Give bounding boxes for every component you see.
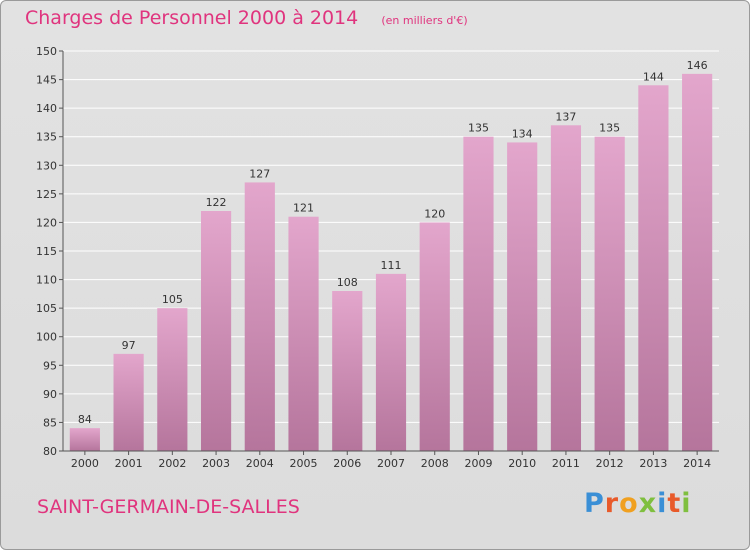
- data-label: 144: [643, 70, 664, 83]
- x-tick-label: 2010: [508, 457, 536, 470]
- x-tick-label: 2002: [158, 457, 186, 470]
- y-tick-label: 105: [36, 302, 57, 315]
- label-layer: 84 97 105 122 127 121 108 111 120 135 134 137 135 144…: [78, 59, 708, 426]
- data-label: 146: [687, 59, 708, 72]
- logo-letter: i: [681, 488, 692, 519]
- bar: [332, 291, 363, 451]
- bar: [375, 273, 407, 451]
- y-tick-label: 85: [43, 416, 57, 429]
- chart-title: Charges de Personnel 2000 à 2014: [25, 7, 359, 29]
- data-label: 111: [381, 259, 402, 272]
- bar: [463, 136, 494, 451]
- data-label: 121: [293, 202, 314, 215]
- x-tick-label: 2005: [290, 457, 318, 470]
- bar: [507, 142, 538, 451]
- x-tick-label: 2011: [552, 457, 580, 470]
- bar: [113, 353, 144, 451]
- x-tick-label: 2014: [683, 457, 711, 470]
- y-tick-label: 135: [36, 131, 57, 144]
- y-tick-label: 140: [36, 102, 57, 115]
- data-label: 97: [122, 339, 136, 352]
- bar-layer: [69, 73, 713, 452]
- y-tick-label: 150: [36, 45, 57, 58]
- y-tick-label: 125: [36, 188, 57, 201]
- bar: [638, 85, 669, 452]
- x-tick-label: 2008: [421, 457, 449, 470]
- bar: [200, 211, 232, 451]
- data-label: 120: [424, 207, 445, 220]
- bar: [244, 182, 275, 451]
- data-label: 135: [468, 122, 489, 135]
- x-tick-label: 2001: [115, 457, 143, 470]
- commune-name: SAINT-GERMAIN-DE-SALLES: [37, 496, 300, 518]
- bar: [550, 125, 582, 452]
- title-row: Charges de Personnel 2000 à 2014 (en mil…: [25, 7, 468, 29]
- proxiti-logo[interactable]: Proxiti: [584, 488, 692, 519]
- x-tick-label: 2004: [246, 457, 274, 470]
- data-label: 135: [599, 122, 620, 135]
- y-tick-label: 95: [43, 359, 57, 372]
- data-label: 84: [78, 413, 92, 426]
- bar: [419, 222, 450, 451]
- data-label: 105: [162, 293, 183, 306]
- logo-letter: x: [638, 488, 658, 519]
- axis-layer: 80 85 90 95 100 105 110 115 120 125 130 135 140 145 15…: [36, 45, 719, 470]
- chart-subtitle: (en milliers d'€): [381, 14, 468, 27]
- y-tick-label: 100: [36, 331, 57, 344]
- logo-letter: t: [667, 488, 682, 519]
- y-tick-label: 120: [36, 216, 57, 229]
- y-tick-label: 90: [43, 388, 57, 401]
- x-tick-label: 2000: [71, 457, 99, 470]
- x-tick-label: 2012: [596, 457, 624, 470]
- x-tick-label: 2003: [202, 457, 230, 470]
- logo-letter: i: [657, 488, 668, 519]
- data-label: 127: [249, 167, 270, 180]
- bar: [682, 73, 713, 451]
- x-tick-label: 2009: [464, 457, 492, 470]
- x-tick-label: 2007: [377, 457, 405, 470]
- data-label: 134: [512, 127, 533, 140]
- bar: [594, 136, 625, 451]
- logo-letter: P: [584, 488, 605, 519]
- x-tick-label: 2006: [333, 457, 361, 470]
- data-label: 108: [337, 276, 358, 289]
- bar: [288, 216, 319, 451]
- bar: [69, 428, 100, 451]
- data-label: 137: [555, 110, 576, 123]
- logo-letter: o: [619, 488, 639, 519]
- y-tick-label: 110: [36, 274, 57, 287]
- y-tick-label: 145: [36, 74, 57, 87]
- bar: [157, 308, 188, 451]
- data-label: 122: [206, 196, 227, 209]
- y-tick-label: 130: [36, 159, 57, 172]
- y-tick-label: 80: [43, 445, 57, 458]
- logo-letter: r: [604, 488, 620, 519]
- y-tick-label: 115: [36, 245, 57, 258]
- x-tick-label: 2013: [639, 457, 667, 470]
